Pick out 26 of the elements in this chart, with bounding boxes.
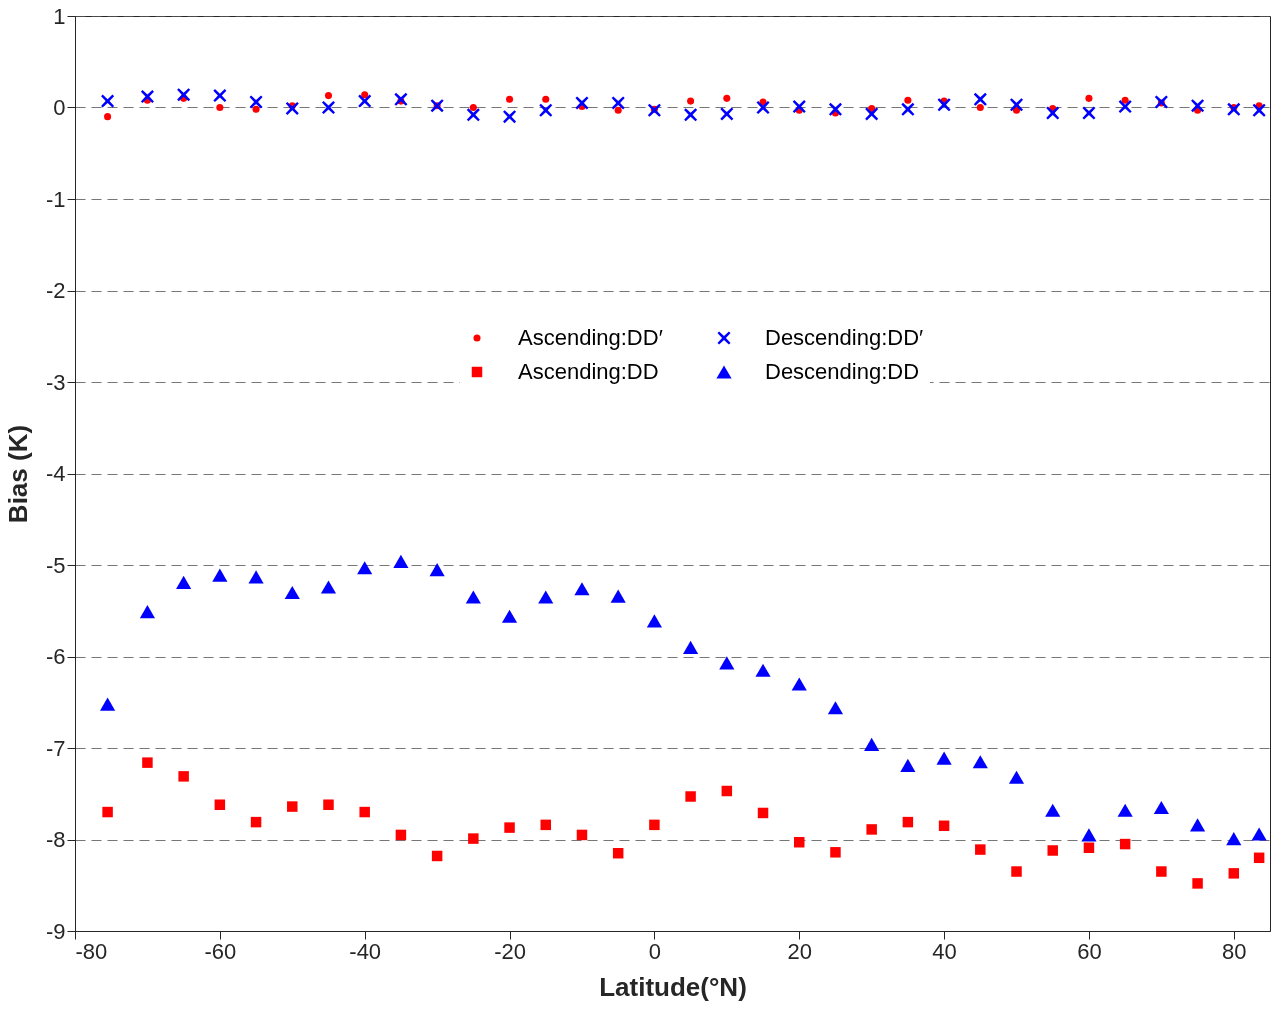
- y-tick-label: -1: [45, 186, 66, 212]
- y-tick-label: -2: [45, 278, 66, 303]
- x-tick-label: 0: [648, 938, 662, 964]
- x-tick-label: -80: [75, 938, 108, 964]
- legend-label: Descending:DD: [765, 359, 920, 384]
- x-tick-label: -20: [494, 938, 526, 964]
- y-tick-label: -9: [45, 918, 66, 944]
- y-tick-label: -5: [45, 552, 66, 578]
- x-tick-label: 80: [1222, 938, 1247, 964]
- y-tick-label: 1: [53, 3, 66, 29]
- y-tick-label: -8: [45, 827, 66, 852]
- x-tick-label: -40: [349, 938, 382, 964]
- y-tick-label: -7: [45, 735, 66, 761]
- x-tick-label: 60: [1077, 938, 1102, 964]
- y-tick-label: -3: [45, 369, 66, 395]
- y-tick-label: 0: [53, 95, 66, 120]
- y-axis-title: Bias (K): [2, 424, 33, 524]
- x-tick-label: 20: [787, 938, 812, 964]
- x-axis-title: Latitude(°N): [599, 971, 747, 1002]
- y-tick-label: -4: [45, 461, 66, 486]
- legend-label: Ascending:DD′: [518, 325, 663, 350]
- legend-label: Descending:DD′: [765, 325, 924, 350]
- x-tick-label: -60: [204, 938, 237, 964]
- y-tick-label: -6: [45, 644, 66, 669]
- legend-label: Ascending:DD: [518, 359, 659, 384]
- x-tick-label: 40: [932, 938, 957, 964]
